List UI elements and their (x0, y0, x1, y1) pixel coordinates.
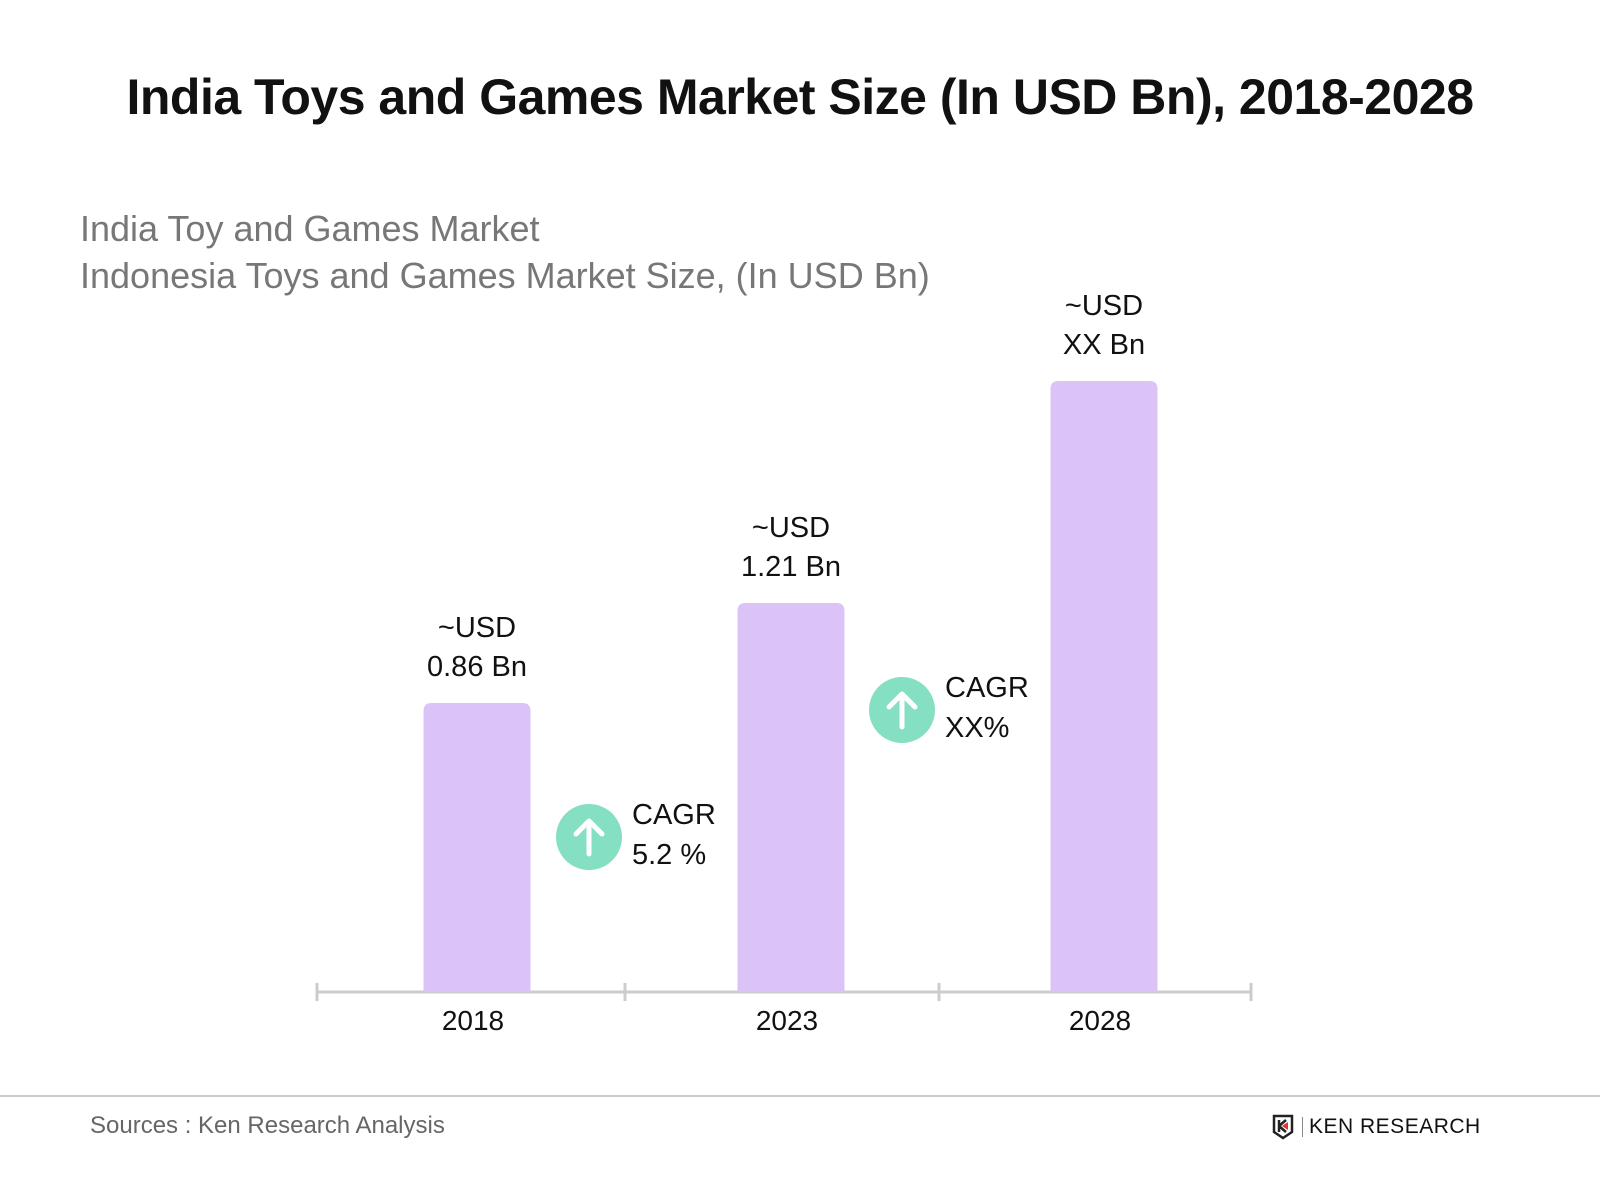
logo-text: KEN RESEARCH (1309, 1115, 1481, 1138)
data-label-2023-line1: ~USD (752, 512, 830, 544)
x-tick-label-2023: 2023 (756, 1005, 818, 1036)
data-label-2023-line2: 1.21 Bn (741, 551, 841, 583)
data-label-2018-line1: ~USD (438, 612, 516, 644)
logo-divider (1302, 1117, 1303, 1137)
chart-subtitle-1: India Toy and Games Market (80, 208, 540, 249)
data-label-2028-line2: XX Bn (1063, 329, 1145, 361)
bar-chart: ~USD 0.86 Bn 2018 ~USD 1.21 Bn 2023 ~USD XX Bn 2… (315, 290, 1253, 1036)
data-label-2018-line2: 0.86 Bn (427, 651, 527, 683)
cagr-label-1: CAGR (632, 799, 716, 831)
cagr-label-2: CAGR (945, 672, 1029, 704)
chart-subtitle-2: Indonesia Toys and Games Market Size, (I… (80, 255, 930, 296)
cagr-value-2: XX% (945, 712, 1009, 744)
cagr-value-1: 5.2 % (632, 839, 706, 871)
ken-research-logo-icon (1272, 1114, 1294, 1140)
arrow-up-icon (573, 818, 605, 857)
data-label-2028-line1: ~USD (1065, 290, 1143, 322)
bar-2023 (737, 603, 845, 992)
footer-divider (0, 1095, 1600, 1097)
bar-2018 (423, 702, 531, 992)
bar-2028 (1050, 381, 1158, 992)
x-tick-label-2028: 2028 (1069, 1005, 1131, 1036)
ken-research-logo: KEN RESEARCH (1272, 1114, 1481, 1140)
chart-title: India Toys and Games Market Size (In USD… (126, 69, 1474, 125)
source-note: Sources : Ken Research Analysis (90, 1112, 445, 1139)
arrow-up-icon (886, 691, 918, 730)
x-tick-label-2018: 2018 (442, 1005, 504, 1036)
